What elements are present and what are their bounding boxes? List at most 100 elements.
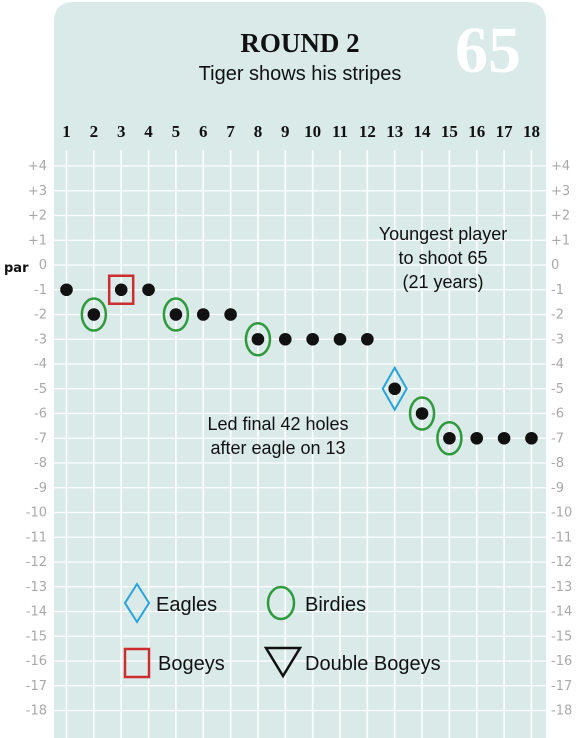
hole-score-dot [196, 308, 210, 321]
hole-number-label: 12 [359, 122, 376, 141]
hole-score-dot [525, 431, 538, 445]
par-tick-left: -13 [26, 580, 47, 595]
hole-number-label: 14 [414, 122, 432, 141]
hole-number-label: 17 [496, 122, 514, 141]
par-tick-left: -1 [34, 283, 47, 298]
hole-score-dot [251, 332, 265, 346]
hole-score-dot [114, 283, 128, 297]
hole-score-dot [361, 332, 374, 346]
par-tick-left: +1 [28, 233, 47, 248]
hole-number-label: 6 [199, 122, 208, 141]
hole-score-dot [169, 308, 183, 321]
par-tick-right: +2 [551, 209, 570, 224]
par-tick-left: +3 [28, 184, 47, 199]
hole-number-label: 11 [332, 122, 348, 141]
par-tick-left: -12 [26, 555, 47, 570]
hole-number-label: 9 [281, 122, 290, 141]
par-tick-left: -6 [34, 407, 47, 422]
par-tick-right: -17 [551, 679, 572, 694]
par-tick-right: -11 [551, 530, 572, 545]
hole-number-axis: 1 2 3 4 5 6 7 8 9 10 11 12 13 14 15 16 17 18 [62, 122, 540, 141]
annotations: Youngest player to shoot 65 (21 years) Led … [207, 224, 507, 458]
par-tick-left: -11 [26, 530, 47, 545]
par-tick-left: -17 [26, 679, 47, 694]
par-tick-left: -5 [34, 382, 47, 397]
hole-score-dot [279, 332, 292, 346]
legend-label: Bogeys [158, 653, 225, 675]
hole-score-dot [224, 308, 237, 321]
y-axis-label: par [4, 261, 29, 276]
hole-number-label: 10 [304, 122, 321, 141]
par-tick-left: 0 [39, 258, 47, 273]
par-tick-right: +3 [551, 184, 570, 199]
hole-score-dot [142, 283, 155, 297]
par-tick-right: -12 [551, 555, 572, 570]
hole-score-dot [306, 332, 319, 346]
par-tick-left: -18 [26, 704, 47, 719]
legend-label: Double Bogeys [305, 653, 441, 675]
hole-score-dot [470, 431, 484, 445]
hole-score-dot [388, 382, 402, 396]
hole-number-label: 7 [226, 122, 235, 141]
birdie-marker [436, 421, 463, 456]
birdie-marker [244, 322, 272, 357]
eagle-marker [381, 365, 408, 412]
birdie-marker [80, 297, 108, 332]
par-tick-right: -16 [551, 654, 572, 669]
par-tick-right: -5 [551, 382, 564, 397]
hole-number-label: 5 [172, 122, 181, 141]
chart-subtitle: Tiger shows his stripes [199, 63, 402, 85]
hole-score-dot [497, 431, 511, 445]
par-tick-right: -18 [551, 704, 572, 719]
par-tick-left: -9 [34, 481, 47, 496]
par-tick-right: -4 [551, 357, 564, 372]
legend-label: Birdies [305, 594, 366, 616]
hole-number-label: 4 [144, 122, 153, 141]
hole-score-dot [443, 431, 456, 445]
hole-score-dot [60, 283, 73, 297]
par-tick-left: -10 [26, 506, 47, 521]
par-tick-right: +1 [551, 233, 570, 248]
hole-number-label: 2 [90, 122, 99, 141]
par-tick-right: -14 [551, 605, 572, 620]
par-tick-right: -6 [551, 407, 564, 422]
hole-number-label: 8 [254, 122, 263, 141]
par-tick-left: -14 [26, 605, 47, 620]
legend-double-bogey-symbol [263, 646, 303, 679]
hole-score-dot [87, 308, 101, 321]
par-tick-left: +2 [28, 209, 47, 224]
birdie-marker [408, 396, 436, 431]
hole-score-dot [333, 332, 347, 346]
annotation-text: after eagle on 13 [210, 438, 345, 458]
chart-panel [54, 2, 546, 738]
chart-title: ROUND 2 [240, 28, 359, 58]
annotation-text: to shoot 65 [398, 248, 487, 268]
par-axis: +4 +4 +3 +3 +2 +2 +1 +1 0 0 -1 -1 -2 -2 -3 -3 -4 -4 -5 -5 -6… [26, 159, 572, 719]
hole-number-label: 13 [386, 122, 403, 141]
par-tick-right: +4 [551, 159, 570, 174]
hole-number-label: 15 [441, 122, 458, 141]
hole-number-label: 18 [523, 122, 540, 141]
annotation-text: (21 years) [402, 272, 483, 292]
par-tick-left: -3 [34, 332, 47, 347]
hole-number-label: 3 [117, 122, 126, 141]
par-tick-right: -10 [551, 506, 572, 521]
legend-label: Eagles [156, 594, 217, 616]
par-tick-right: -8 [551, 456, 564, 471]
legend: Eagles Birdies Bogeys Double Bogeys [123, 582, 441, 679]
par-tick-right: -15 [551, 629, 572, 644]
hole-score-dot [415, 407, 429, 420]
par-tick-left: -4 [34, 357, 47, 372]
score-marks [60, 274, 538, 456]
par-tick-right: -3 [551, 332, 564, 347]
par-tick-right: -7 [551, 431, 564, 446]
annotation-text: Youngest player [379, 224, 507, 244]
legend-bogey-symbol [123, 647, 151, 679]
par-tick-right: -1 [551, 283, 564, 298]
legend-eagle-symbol [123, 582, 151, 624]
annotation-text: Led final 42 holes [207, 414, 348, 434]
par-tick-right: -13 [551, 580, 572, 595]
birdie-marker [162, 297, 190, 332]
round-score: 65 [455, 14, 521, 87]
